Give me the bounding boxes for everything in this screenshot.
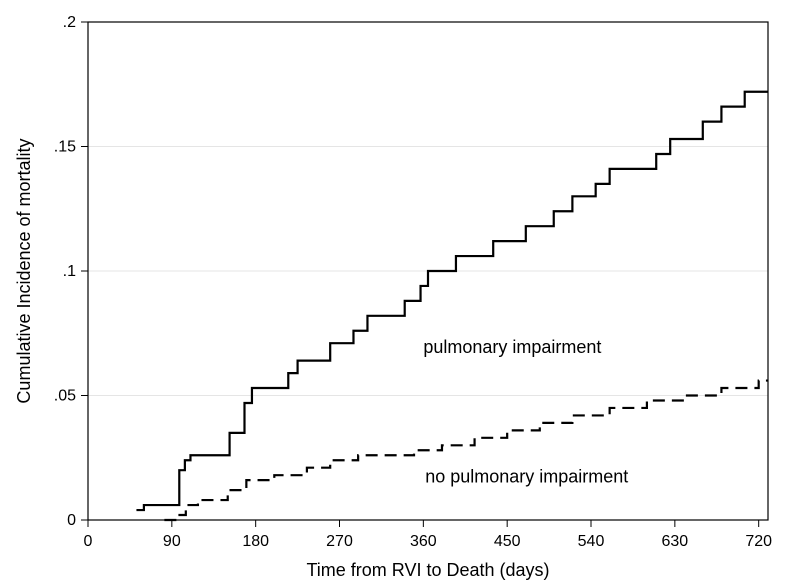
y-tick-label: .15 [54, 139, 76, 156]
y-tick-label: .05 [54, 388, 76, 405]
y-tick-label: 0 [67, 512, 76, 529]
series-0-label: pulmonary impairment [423, 337, 601, 357]
x-tick-label: 90 [163, 533, 181, 550]
y-tick-label: .2 [63, 14, 76, 31]
plot-bg [0, 0, 800, 586]
x-tick-label: 270 [326, 533, 353, 550]
x-axis-title: Time from RVI to Death (days) [306, 560, 549, 580]
series-1-label: no pulmonary impairment [425, 467, 628, 487]
y-axis-title: Cumulative Incidence of mortality [14, 138, 34, 403]
x-tick-label: 720 [745, 533, 772, 550]
y-tick-label: .1 [63, 263, 76, 280]
x-tick-label: 360 [410, 533, 437, 550]
x-tick-label: 450 [494, 533, 521, 550]
x-tick-label: 630 [661, 533, 688, 550]
chart-svg: 0 90 180 270 360 450 540 630 720 0 .05 .1 .15 .2 Time … [0, 0, 800, 586]
x-tick-label: 0 [84, 533, 93, 550]
x-tick-label: 180 [242, 533, 269, 550]
x-tick-label: 540 [578, 533, 605, 550]
cumulative-incidence-chart: 0 90 180 270 360 450 540 630 720 0 .05 .1 .15 .2 Time … [0, 0, 800, 586]
